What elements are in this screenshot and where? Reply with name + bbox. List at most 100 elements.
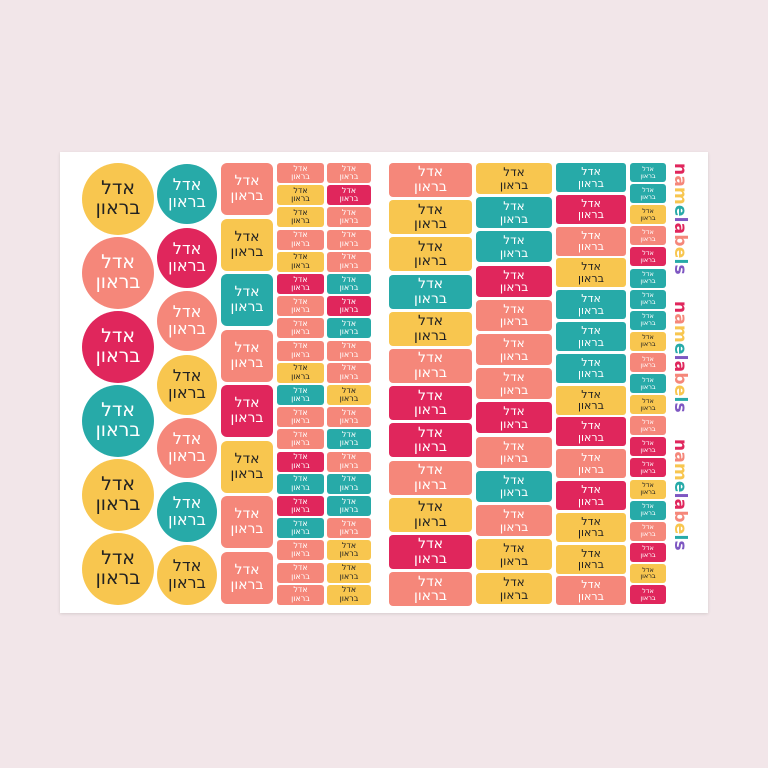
label-first-name: אדל (341, 341, 357, 351)
name-label-small-b: אדל בראון (327, 540, 371, 561)
label-last-name: בראון (640, 572, 656, 581)
label-first-name: אדל (503, 267, 525, 282)
label-last-name: בראון (339, 416, 359, 426)
name-label-med-a: אדל בראון (476, 539, 552, 571)
label-last-name: בראון (578, 271, 604, 285)
name-label-large-rect: אדל בראון (389, 497, 472, 532)
label-last-name: בראון (578, 367, 604, 381)
label-last-name: בראון (414, 551, 447, 567)
label-last-name: בראון (291, 216, 310, 226)
label-first-name: אדל (642, 227, 654, 236)
name-label-square: אדל בראון (221, 329, 273, 382)
label-last-name: בראון (339, 371, 359, 381)
name-label-med-a: אדל בראון (476, 505, 552, 536)
label-last-name: בראון (414, 476, 447, 493)
logo-letter: m (670, 186, 690, 205)
label-last-name: בראון (291, 527, 310, 537)
label-first-name: אדל (581, 196, 601, 210)
name-label-small-a: אדל בראון (277, 185, 324, 206)
name-label-med-a: אדל בראון (476, 334, 552, 365)
label-first-name: אדל (341, 274, 357, 284)
label-first-name: אדל (341, 319, 357, 328)
label-last-name: בראון (499, 587, 529, 602)
name-label-small-b: אדל בראון (327, 429, 371, 450)
label-last-name: בראון (230, 521, 264, 537)
name-label-large-rect: אדל בראון (389, 274, 472, 309)
name-label-mid-circle: אדל בראון (157, 481, 217, 542)
name-label-big-circle: אדל בראון (82, 311, 154, 383)
label-first-name: אדל (503, 233, 525, 248)
label-first-name: אדל (581, 260, 601, 274)
name-label-large-rect: אדל בראון (389, 423, 472, 458)
label-first-name: אדל (293, 518, 308, 528)
label-last-name: בראון (291, 283, 310, 292)
name-label-small-a: אדל בראון (277, 229, 324, 250)
label-last-name: בראון (291, 482, 310, 492)
label-last-name: בראון (95, 493, 141, 515)
name-label-tiny: אדל בראון (630, 563, 666, 583)
label-first-name: אדל (293, 407, 308, 417)
label-first-name: אדל (642, 523, 654, 532)
label-last-name: בראון (291, 238, 310, 248)
label-first-name: אדל (293, 541, 308, 550)
label-last-name: בראון (291, 371, 310, 381)
label-last-name: בראון (578, 462, 604, 476)
name-label-tiny: אדל בראון (630, 458, 666, 478)
name-label-small-b: אדל בראון (327, 518, 371, 539)
name-label-med-a: אדל בראון (476, 368, 552, 400)
logo-letter: n (670, 301, 690, 314)
label-last-name: בראון (640, 509, 656, 518)
label-first-name: אדל (293, 163, 308, 173)
label-last-name: בראון (640, 424, 656, 433)
name-label-small-a: אדל בראון (277, 473, 324, 494)
name-label-big-circle: אדל בראון (82, 163, 154, 235)
label-last-name: בראון (291, 394, 310, 403)
label-last-name: בראון (499, 519, 529, 534)
label-first-name: אדל (172, 556, 202, 576)
logo-letter: b (670, 510, 690, 523)
label-first-name: אדל (418, 275, 443, 292)
name-label-med-a: אדל בראון (476, 436, 552, 468)
name-label-small-a: אדל בראון (277, 518, 324, 539)
name-label-tiny: אדל בראון (630, 585, 666, 604)
label-last-name: בראון (230, 243, 264, 260)
label-last-name: בראון (339, 327, 359, 337)
label-last-name: בראון (95, 271, 141, 293)
label-last-name: בראון (339, 216, 359, 226)
label-first-name: אדל (503, 164, 525, 179)
label-last-name: בראון (339, 505, 359, 514)
label-first-name: אדל (341, 585, 357, 595)
name-label-big-circle: אדל בראון (82, 237, 154, 309)
label-last-name: בראון (640, 255, 656, 264)
name-label-med-b: אדל בראון (556, 163, 626, 192)
label-first-name: אדל (503, 541, 525, 556)
label-first-name: אדל (642, 291, 654, 300)
name-label-small-b: אדל בראון (327, 185, 371, 206)
name-label-med-a: אדל בראון (476, 231, 552, 263)
name-label-small-b: אדל בראון (327, 229, 371, 250)
label-first-name: אדל (642, 375, 654, 384)
label-first-name: אדל (172, 492, 202, 512)
label-first-name: אדל (234, 506, 260, 523)
label-first-name: אדל (234, 450, 260, 467)
logo-letter: a (670, 498, 690, 511)
label-first-name: אדל (581, 387, 601, 401)
label-first-name: אדל (503, 438, 525, 453)
label-first-name: אדל (341, 563, 357, 573)
name-label-large-rect: אדל בראון (389, 572, 472, 607)
label-first-name: אדל (341, 230, 357, 240)
label-first-name: אדל (101, 251, 135, 274)
name-label-med-b: אדל בראון (556, 576, 626, 606)
name-label-mid-circle: אדל בראון (157, 418, 217, 478)
name-label-tiny: אדל בראון (630, 247, 666, 267)
label-last-name: בראון (339, 283, 359, 292)
name-label-small-a: אדל בראון (277, 407, 324, 428)
name-label-small-b: אדל בראון (327, 451, 371, 472)
label-first-name: אדל (642, 460, 654, 469)
name-label-small-b: אדל בראון (327, 318, 371, 339)
label-last-name: בראון (414, 439, 447, 456)
name-label-large-rect: אדל בראון (389, 163, 472, 197)
label-first-name: אדל (341, 296, 357, 306)
label-first-name: אדל (234, 561, 260, 578)
label-last-name: בראון (640, 277, 656, 285)
